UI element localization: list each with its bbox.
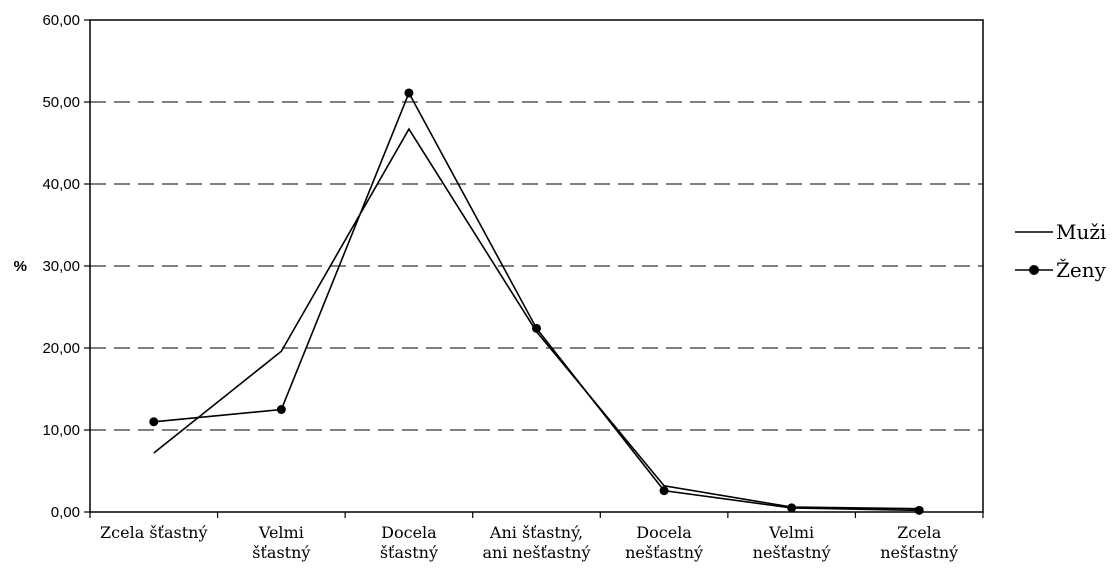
series-line-1 [153, 127, 920, 510]
legend-label: Muži [1056, 220, 1106, 244]
y-tick-label: 40,00 [42, 176, 80, 193]
x-category-label: Zcela šťastný [100, 523, 207, 542]
y-tick-label: 20,00 [42, 340, 80, 357]
legend-marker [1029, 265, 1039, 275]
x-category-label: Zcela nešťastný [880, 523, 958, 562]
data-point [276, 405, 286, 414]
y-tick-label: 50,00 [42, 94, 80, 111]
data-point [149, 417, 159, 427]
legend: Muži Ženy [1015, 220, 1107, 282]
data-point [532, 323, 541, 333]
data-point [914, 505, 924, 515]
data-point [404, 88, 414, 98]
y-tick-label: 30,00 [42, 258, 80, 275]
data-point [659, 486, 669, 496]
y-tick-label: 60,00 [42, 12, 80, 29]
x-category-label: Velmi šťastný [252, 523, 310, 562]
axes: 0,00 10,00 20,00 30,00 40,00 50,00 60,00 Zcela … [42, 12, 984, 562]
x-category-label: Docela šťastný [380, 523, 438, 562]
series-line-2 [153, 91, 920, 512]
y-tick-label: 0,00 [51, 504, 80, 521]
x-category-label: Docela nešťastný [625, 523, 703, 562]
x-category-label: Velmi nešťastný [753, 523, 831, 562]
data-point [787, 503, 797, 513]
series-lines [149, 88, 924, 515]
gridlines [90, 101, 983, 431]
y-tick-label: 10,00 [42, 422, 80, 439]
y-axis-title: % [14, 258, 27, 275]
legend-label: Ženy [1056, 258, 1107, 282]
x-category-label: Ani šťastný, ani nešťastný [483, 523, 591, 562]
